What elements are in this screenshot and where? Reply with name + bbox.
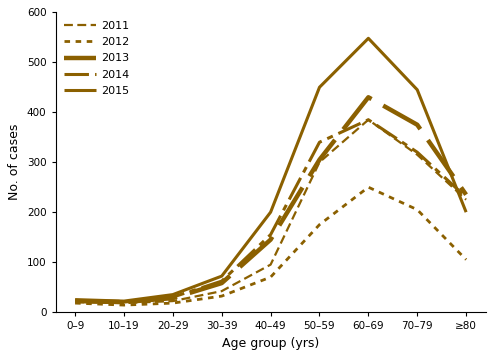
2011	[72, 300, 78, 304]
2015	[463, 210, 469, 214]
2014	[463, 195, 469, 199]
2011	[219, 289, 225, 293]
Line: 2015: 2015	[75, 38, 466, 301]
2012	[414, 208, 420, 212]
2014	[219, 279, 225, 283]
2014	[268, 232, 274, 237]
2015	[72, 297, 78, 302]
2011	[317, 160, 323, 164]
2014	[121, 300, 127, 304]
Y-axis label: No. of cases: No. of cases	[8, 124, 21, 200]
2011	[121, 301, 127, 305]
2015	[317, 85, 323, 90]
2013	[219, 281, 225, 285]
2012	[170, 301, 176, 305]
2014	[414, 150, 420, 154]
Line: 2013: 2013	[75, 97, 466, 302]
2013	[414, 122, 420, 127]
2012	[72, 301, 78, 305]
2012	[366, 185, 371, 189]
2015	[219, 274, 225, 278]
2011	[366, 117, 371, 122]
2013	[366, 95, 371, 100]
2012	[268, 275, 274, 279]
2011	[463, 198, 469, 202]
2012	[219, 294, 225, 298]
2013	[463, 193, 469, 197]
2011	[268, 262, 274, 267]
2011	[414, 153, 420, 157]
Legend: 2011, 2012, 2013, 2014, 2015: 2011, 2012, 2013, 2014, 2015	[59, 16, 135, 101]
Line: 2012: 2012	[75, 187, 466, 305]
X-axis label: Age group (yrs): Age group (yrs)	[222, 337, 319, 350]
2014	[366, 117, 371, 122]
2013	[170, 296, 176, 300]
2015	[414, 88, 420, 92]
2014	[72, 299, 78, 303]
2015	[366, 36, 371, 40]
2013	[121, 300, 127, 304]
2015	[268, 210, 274, 214]
2015	[170, 292, 176, 297]
2013	[268, 237, 274, 242]
Line: 2014: 2014	[75, 120, 466, 302]
2012	[463, 257, 469, 262]
2012	[121, 303, 127, 307]
2015	[121, 299, 127, 303]
2012	[317, 223, 323, 227]
2011	[170, 299, 176, 303]
2014	[317, 140, 323, 144]
Line: 2011: 2011	[75, 120, 466, 303]
2013	[72, 299, 78, 303]
2014	[170, 295, 176, 299]
2013	[317, 158, 323, 162]
